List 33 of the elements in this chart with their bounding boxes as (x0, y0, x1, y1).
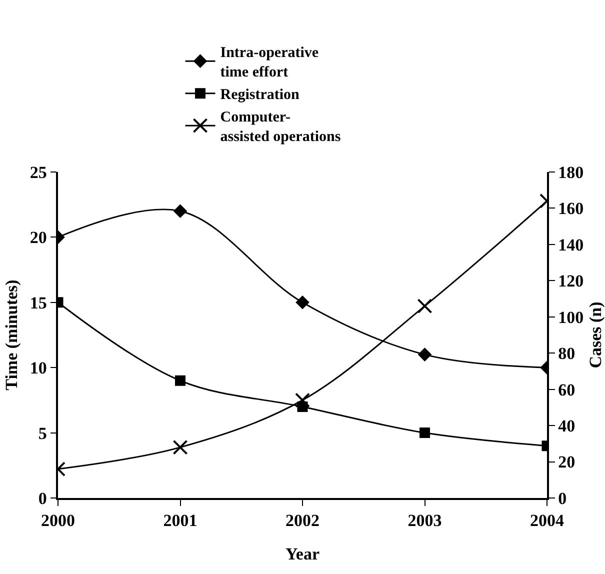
y-tick-label: 10 (30, 358, 47, 378)
point (418, 348, 432, 362)
y2-tick-label: 140 (558, 235, 584, 254)
y-tick-label: 5 (38, 424, 47, 443)
point (295, 392, 310, 408)
y2-tick-label: 40 (558, 416, 576, 436)
y-tick-label: 15 (30, 293, 47, 312)
point (174, 204, 187, 218)
legend-label: Intra-operative time effort (220, 45, 319, 81)
y-tick-label: 0 (38, 488, 47, 508)
y2-tick-label: 120 (558, 272, 584, 291)
x-tick-label: 2002 (286, 511, 320, 530)
y-axis-title: Time (minutes) (2, 280, 21, 390)
y-tick-label: 20 (30, 228, 47, 248)
x-axis-title: Year (286, 544, 320, 564)
y2-tick-label: 80 (558, 344, 576, 364)
y-tick-label: 25 (30, 162, 47, 182)
point (175, 375, 186, 386)
point (420, 428, 430, 438)
legend-label: Registration (220, 87, 300, 104)
x-tick-label: 2004 (530, 511, 564, 530)
x-tick-label: 2000 (41, 511, 75, 530)
y2-tick-label: 180 (558, 162, 584, 182)
y2-tick-label: 160 (558, 199, 584, 218)
y2-tick-label: 60 (558, 380, 576, 400)
y2-tick-label: 20 (558, 452, 576, 472)
legend-label: Computer- assisted operations (220, 110, 341, 146)
x-tick-label: 2001 (163, 511, 198, 530)
x-tick-label: 2003 (408, 511, 442, 530)
y2-tick-label: 0 (558, 488, 567, 508)
y2-axis-title: Cases (n) (586, 302, 605, 368)
point (296, 296, 310, 309)
y2-tick-label: 100 (558, 308, 584, 327)
